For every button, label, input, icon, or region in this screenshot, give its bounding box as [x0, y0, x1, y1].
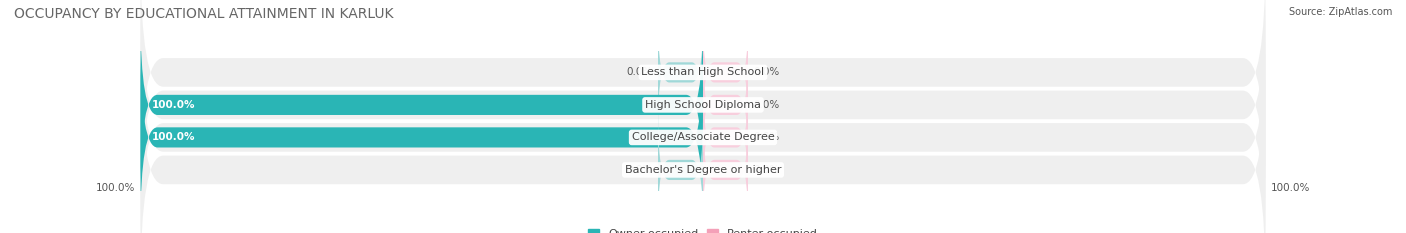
Text: 100.0%: 100.0% [152, 100, 195, 110]
FancyBboxPatch shape [141, 54, 1265, 233]
FancyBboxPatch shape [658, 115, 703, 225]
Text: 100.0%: 100.0% [1271, 183, 1310, 193]
Text: 0.0%: 0.0% [626, 165, 652, 175]
FancyBboxPatch shape [141, 0, 1265, 221]
FancyBboxPatch shape [703, 82, 748, 192]
Text: 100.0%: 100.0% [152, 132, 195, 142]
Text: 0.0%: 0.0% [754, 67, 780, 77]
Text: 100.0%: 100.0% [96, 183, 135, 193]
FancyBboxPatch shape [703, 50, 748, 160]
Text: Source: ZipAtlas.com: Source: ZipAtlas.com [1288, 7, 1392, 17]
FancyBboxPatch shape [141, 0, 1265, 188]
FancyBboxPatch shape [141, 50, 703, 225]
Text: 0.0%: 0.0% [754, 165, 780, 175]
Text: College/Associate Degree: College/Associate Degree [631, 132, 775, 142]
Text: Less than High School: Less than High School [641, 67, 765, 77]
FancyBboxPatch shape [141, 17, 703, 192]
Text: Bachelor's Degree or higher: Bachelor's Degree or higher [624, 165, 782, 175]
FancyBboxPatch shape [658, 17, 703, 127]
FancyBboxPatch shape [141, 22, 1265, 233]
Text: OCCUPANCY BY EDUCATIONAL ATTAINMENT IN KARLUK: OCCUPANCY BY EDUCATIONAL ATTAINMENT IN K… [14, 7, 394, 21]
Legend: Owner-occupied, Renter-occupied: Owner-occupied, Renter-occupied [588, 229, 818, 233]
Text: 0.0%: 0.0% [754, 100, 780, 110]
FancyBboxPatch shape [703, 115, 748, 225]
Text: 0.0%: 0.0% [626, 67, 652, 77]
FancyBboxPatch shape [703, 17, 748, 127]
Text: High School Diploma: High School Diploma [645, 100, 761, 110]
Text: 0.0%: 0.0% [754, 132, 780, 142]
